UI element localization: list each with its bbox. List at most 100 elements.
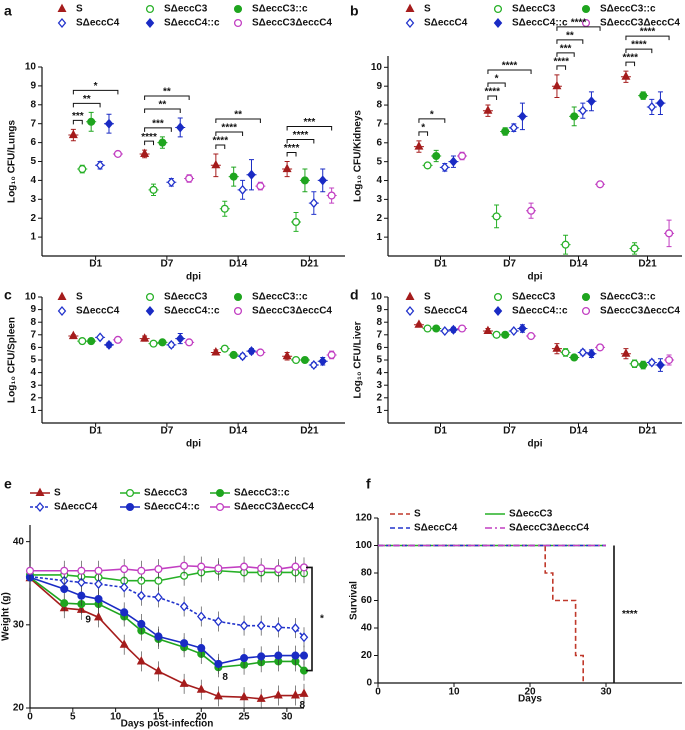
data-point bbox=[149, 339, 158, 348]
legend-label: SΔeccC3ΔeccC4 bbox=[509, 523, 589, 534]
legend-marker bbox=[145, 17, 155, 29]
y-tick-label: 1 bbox=[30, 232, 36, 243]
significance-label: **** bbox=[221, 123, 237, 134]
data-point bbox=[95, 332, 105, 343]
x-tick-label: 10 bbox=[110, 712, 122, 723]
x-tick-label: D1 bbox=[434, 259, 447, 270]
panel-letter: b bbox=[350, 3, 359, 19]
significance-label: **** bbox=[141, 132, 157, 143]
y-tick-label: 10 bbox=[371, 292, 383, 303]
panel-letter: a bbox=[4, 3, 12, 19]
series-line bbox=[378, 544, 584, 683]
data-point bbox=[647, 357, 657, 368]
data-point bbox=[578, 347, 588, 358]
data-point bbox=[414, 319, 424, 328]
data-point bbox=[120, 608, 129, 617]
y-axis-title: Survival bbox=[349, 581, 360, 620]
data-point bbox=[77, 566, 86, 575]
legend-label: SΔeccC3ΔeccC4 bbox=[600, 306, 680, 317]
legend-marker bbox=[493, 305, 503, 317]
data-point bbox=[78, 165, 87, 174]
data-point bbox=[290, 690, 300, 699]
y-tick-label: 9 bbox=[30, 81, 36, 92]
y-tick-label: 8 bbox=[376, 100, 382, 111]
data-point bbox=[309, 360, 319, 371]
annotation: 9 bbox=[85, 614, 91, 625]
legend-marker bbox=[405, 305, 415, 317]
y-tick-label: 0 bbox=[366, 678, 372, 689]
annotation: 8 bbox=[299, 700, 305, 711]
data-point bbox=[656, 98, 665, 109]
legend-label: SΔeccC3::c bbox=[252, 292, 308, 303]
significance-bracket bbox=[487, 69, 532, 75]
legend-marker bbox=[145, 292, 155, 302]
data-point bbox=[60, 584, 69, 594]
y-tick-label: 9 bbox=[30, 304, 36, 315]
legend-label: SΔeccC3 bbox=[144, 488, 188, 499]
legend-label: SΔeccC3ΔeccC4 bbox=[234, 502, 314, 513]
significance-label: **** bbox=[571, 18, 587, 29]
data-point bbox=[167, 339, 176, 350]
data-point bbox=[518, 323, 527, 334]
x-axis-title: Days post-infection bbox=[121, 719, 214, 730]
significance-label: **** bbox=[622, 53, 638, 64]
significance-bracket bbox=[487, 82, 506, 88]
legend-label: SΔeccC3 bbox=[164, 4, 208, 15]
y-tick-label: 1 bbox=[376, 405, 382, 416]
data-point bbox=[501, 127, 510, 136]
data-point bbox=[113, 335, 122, 344]
data-point bbox=[665, 355, 674, 365]
significance-label: * bbox=[320, 614, 324, 625]
data-point bbox=[239, 620, 249, 631]
data-point bbox=[94, 579, 103, 590]
x-tick-label: 25 bbox=[239, 712, 251, 723]
x-tick-label: D21 bbox=[300, 259, 319, 270]
significance-bracket bbox=[286, 139, 315, 144]
data-point bbox=[458, 151, 467, 161]
data-point bbox=[291, 562, 300, 571]
x-tick-label: 5 bbox=[70, 712, 76, 723]
data-point bbox=[140, 333, 150, 342]
significance-label: ** bbox=[83, 94, 91, 105]
data-point bbox=[197, 644, 206, 653]
legend-marker bbox=[35, 487, 45, 497]
data-point bbox=[180, 561, 189, 570]
y-tick-label: 4 bbox=[30, 175, 36, 186]
data-point bbox=[240, 562, 249, 571]
y-tick-label: 8 bbox=[30, 317, 36, 328]
significance-label: **** bbox=[293, 130, 309, 141]
legend-label: SΔeccC3 bbox=[512, 4, 556, 15]
data-point bbox=[78, 337, 87, 346]
data-point bbox=[483, 325, 493, 335]
data-point bbox=[213, 690, 223, 700]
data-point bbox=[423, 324, 432, 333]
data-point bbox=[214, 659, 223, 668]
legend-label: SΔeccC3::c bbox=[600, 4, 656, 15]
data-point bbox=[291, 217, 301, 227]
x-tick-label: D14 bbox=[229, 259, 248, 270]
legend-marker bbox=[493, 17, 503, 29]
y-tick-label: 5 bbox=[30, 156, 36, 167]
legend-label: SΔeccC3 bbox=[509, 509, 553, 520]
data-point bbox=[149, 185, 158, 194]
x-axis-title: Days bbox=[518, 694, 542, 705]
y-tick-label: 20 bbox=[13, 703, 25, 714]
significance-bracket bbox=[556, 52, 575, 57]
data-point bbox=[256, 693, 266, 702]
data-point bbox=[214, 564, 223, 573]
data-point bbox=[68, 330, 78, 340]
x-tick-label: 10 bbox=[448, 687, 460, 698]
data-point bbox=[87, 117, 96, 126]
significance-label: * bbox=[430, 110, 434, 121]
legend-marker bbox=[405, 3, 415, 13]
data-point bbox=[327, 350, 336, 360]
data-point bbox=[274, 651, 283, 660]
data-point bbox=[414, 141, 424, 150]
y-tick-label: 10 bbox=[371, 62, 383, 73]
data-point bbox=[291, 651, 300, 660]
y-axis-title: Log₁₀ CFU/Lungs bbox=[7, 120, 18, 204]
data-point bbox=[137, 590, 146, 601]
legend-marker bbox=[57, 17, 67, 29]
panel-letter: f bbox=[366, 476, 371, 492]
y-tick-label: 7 bbox=[376, 119, 382, 130]
